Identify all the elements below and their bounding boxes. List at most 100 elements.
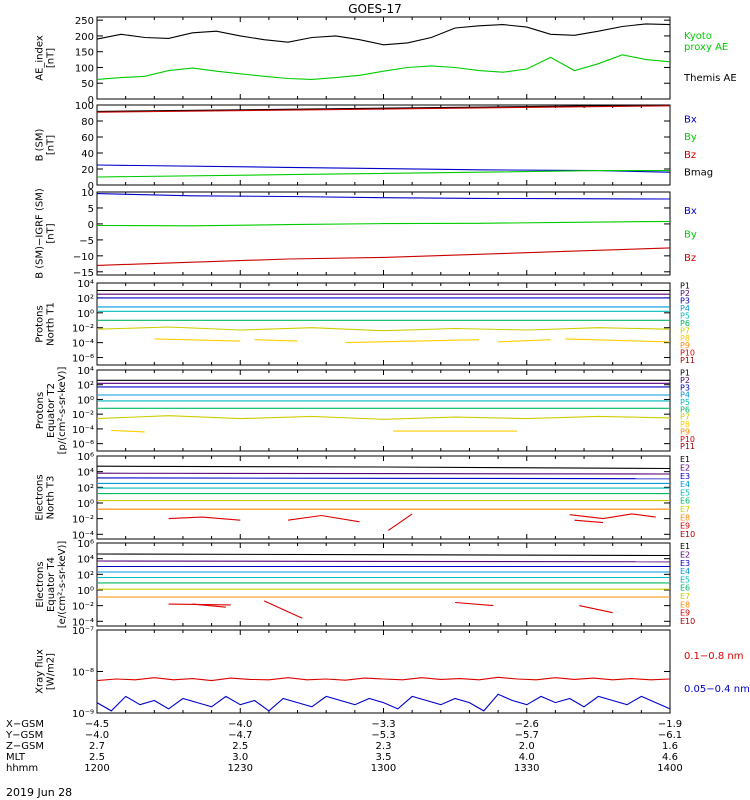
series-line: [96, 54, 671, 80]
y-axis-label: [nT]: [46, 48, 57, 68]
series-line: [96, 104, 671, 112]
y-tick-label: 10⁶: [77, 452, 94, 463]
series-line: [564, 338, 671, 343]
y-axis-label: Xray flux: [35, 649, 46, 694]
y-tick-label: 10⁻⁴: [72, 425, 94, 436]
series-line: [96, 477, 671, 480]
series-line: [96, 553, 671, 557]
y-axis-label: Equator T4: [46, 557, 57, 612]
legend-label: proxy AE: [684, 42, 728, 53]
legend-label: E9: [680, 522, 690, 531]
series-line: [111, 429, 145, 433]
legend-label: P10: [680, 435, 695, 444]
y-tick-label: 10⁻²: [72, 324, 94, 335]
series-line: [569, 513, 656, 520]
x-tick-label: −6.1: [658, 730, 682, 741]
x-tick-label: −4.0: [85, 730, 109, 741]
y-tick-label: 10⁴: [77, 555, 94, 566]
panel-xray: 10⁻⁷ 10⁻⁸ 10⁻⁹ Xray flux [W/m2] 0.1−0.8 nm 0.0…: [35, 626, 750, 720]
y-tick-label: 100: [75, 63, 94, 74]
y-tick-label: 10⁻²: [72, 515, 94, 526]
series-line: [192, 603, 226, 608]
x-tick-label: 2.0: [519, 741, 535, 752]
legend-label: P8: [680, 334, 690, 343]
series-line: [96, 23, 671, 46]
plot-title: GOES-17: [348, 2, 402, 16]
y-tick-label: 10²: [77, 381, 94, 392]
y-tick-label: 10²: [77, 483, 94, 494]
x-tick-label: 3.0: [232, 752, 248, 763]
legend-label: By: [684, 230, 697, 241]
y-axis-label: Protons: [35, 305, 46, 342]
series-line: [574, 519, 604, 524]
legend-label: Bz: [684, 253, 696, 264]
x-row-label: MLT: [6, 752, 26, 763]
x-tick-label: 1330: [514, 763, 539, 774]
legend-label: E7: [680, 505, 690, 514]
legend-label: Bmag: [684, 168, 713, 179]
x-tick-label: 4.0: [519, 752, 535, 763]
legend-label: Kyoto: [684, 31, 712, 42]
legend-label: E5: [680, 575, 690, 584]
x-axis-annotations: X−GSM −4.5 −4.0 −3.3 −2.6 −1.9Y−GSM −4.0 −4.7 −5…: [5, 719, 683, 774]
series-line: [154, 338, 241, 342]
legend-label: E2: [680, 464, 690, 473]
y-tick-label: 10⁰: [77, 499, 94, 510]
panel-pet2: 10⁴ 10² 10⁰ 10⁻² 10⁻⁴ 10⁻⁶ Protons Equator T2 [p…: [35, 366, 695, 454]
y-axis-label: Protons: [35, 392, 46, 429]
series-line: [263, 600, 303, 619]
legend-label: E9: [680, 609, 690, 618]
x-tick-label: −5.3: [371, 730, 395, 741]
series-line: [287, 514, 360, 523]
legend-label: E4: [680, 480, 690, 489]
y-axis-label: [nT]: [46, 135, 57, 155]
legend-label: P6: [680, 319, 690, 328]
legend-label: 0.1−0.8 nm: [684, 651, 743, 662]
y-tick-label: 10⁴: [77, 366, 94, 377]
y-tick-label: 80: [81, 117, 94, 128]
y-tick-label: 0: [88, 181, 94, 192]
legend-label: E1: [680, 455, 690, 464]
y-tick-label: 40: [81, 149, 94, 160]
y-tick-label: 0: [88, 95, 94, 106]
y-tick-label: 10⁻⁸: [72, 668, 94, 679]
series-line: [387, 513, 413, 531]
legend-label: P4: [680, 391, 690, 400]
y-tick-label: 10²: [77, 570, 94, 581]
series-line: [254, 339, 298, 342]
legend-label: P6: [680, 405, 690, 414]
y-tick-label: 20: [81, 165, 94, 176]
y-axis-label: B (SM)−IGRF (SM): [35, 188, 46, 279]
series-line: [96, 105, 671, 113]
x-tick-label: −5.7: [515, 730, 539, 741]
x-tick-label: −4.0: [228, 719, 252, 730]
x-row-label: Y−GSM: [5, 730, 43, 741]
x-tick-label: 1300: [371, 763, 396, 774]
y-tick-label: 10⁻⁴: [72, 617, 94, 628]
legend-label: E5: [680, 488, 690, 497]
legend-label: P11: [680, 356, 695, 365]
x-tick-label: 2.5: [232, 741, 248, 752]
y-tick-label: −10: [73, 252, 94, 263]
legend-label: E2: [680, 551, 690, 560]
legend-label: E8: [680, 600, 690, 609]
series-line: [96, 326, 671, 332]
legend-label: By: [684, 132, 697, 143]
legend-label: E7: [680, 592, 690, 601]
x-tick-label: 1400: [657, 763, 682, 774]
series-line: [96, 472, 671, 475]
y-tick-label: 10⁴: [77, 468, 94, 479]
y-axis-label: North T1: [46, 302, 57, 346]
x-tick-label: −4.5: [85, 719, 109, 730]
y-tick-label: 10⁻²: [72, 602, 94, 613]
series-line: [96, 220, 671, 227]
y-axis-label: B (SM): [35, 128, 46, 161]
y-axis-label: Equator T2: [46, 383, 57, 438]
legend-label: E3: [680, 472, 690, 481]
y-tick-label: 10⁻⁷: [72, 626, 94, 637]
y-tick-label: 10⁻²: [72, 410, 94, 421]
y-tick-label: 5: [88, 204, 94, 215]
y-tick-label: 250: [75, 16, 94, 27]
